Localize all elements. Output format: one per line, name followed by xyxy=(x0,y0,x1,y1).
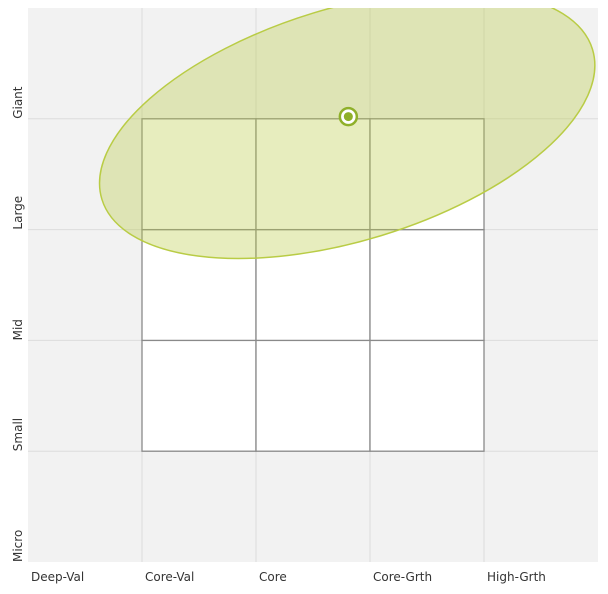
style-cell xyxy=(369,118,485,231)
style-cell xyxy=(255,339,371,452)
style-cell xyxy=(141,339,257,452)
y-tick-label: Mid xyxy=(11,319,25,340)
centroid xyxy=(343,112,353,122)
y-tick-label: Large xyxy=(11,196,25,230)
x-tick-label: Deep-Val xyxy=(31,570,84,584)
style-box xyxy=(141,118,485,452)
y-tick-label: Small xyxy=(11,418,25,451)
style-cell xyxy=(369,339,485,452)
style-cell xyxy=(255,118,371,231)
x-tick-label: Core-Val xyxy=(145,570,194,584)
style-cell xyxy=(369,228,485,342)
style-cell xyxy=(141,118,257,231)
y-tick-label: Micro xyxy=(11,530,25,562)
y-tick-label: Giant xyxy=(11,86,25,119)
style-cell xyxy=(255,228,371,342)
x-tick-label: Core-Grth xyxy=(373,570,432,584)
x-tick-label: Core xyxy=(259,570,287,584)
x-tick-label: High-Grth xyxy=(487,570,546,584)
